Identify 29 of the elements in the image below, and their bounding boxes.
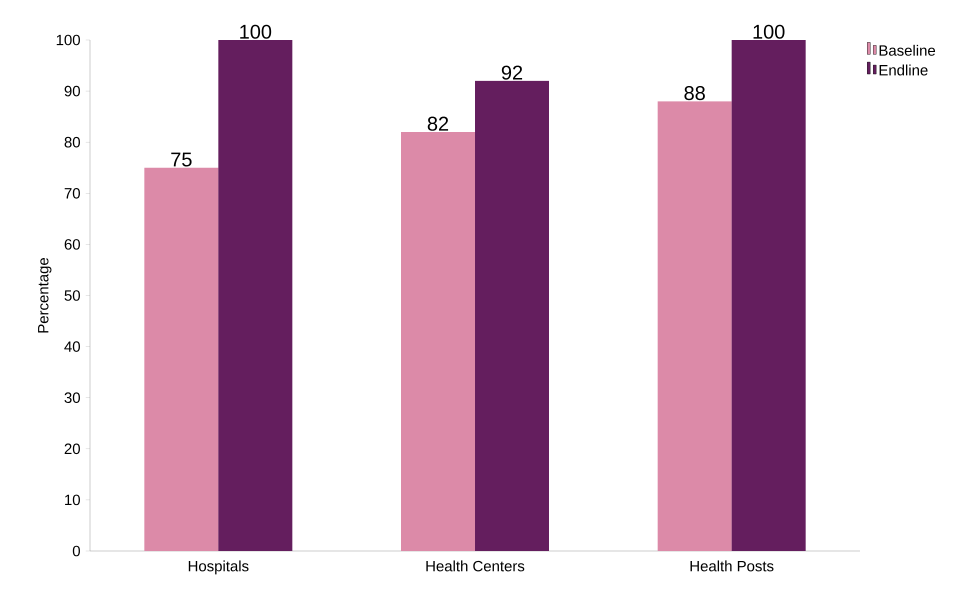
y-tick-label: 100: [56, 34, 80, 46]
y-axis-title: Percentage: [38, 258, 52, 332]
bar: [658, 101, 732, 551]
y-tick-label: 10: [65, 494, 80, 506]
bar: [401, 132, 476, 551]
bar: [732, 40, 806, 551]
y-tick-label: 20: [64, 444, 80, 454]
data-label: 75: [171, 152, 192, 167]
data-label: 100: [754, 24, 785, 39]
data-label: 100: [240, 24, 272, 39]
data-label: 82: [428, 116, 448, 131]
y-tick-label: 30: [64, 392, 80, 403]
legend-label: Baseline: [880, 44, 936, 56]
y-tick-label: 50: [64, 290, 80, 301]
bar: [144, 168, 218, 551]
x-tick-label: Health Centers: [426, 560, 524, 572]
bar: [475, 80, 550, 551]
legend-label: Endline: [880, 64, 928, 76]
y-tick-label: 0: [72, 546, 80, 556]
y-tick-label: 90: [64, 86, 80, 96]
y-tick-label: 60: [64, 239, 80, 250]
y-tick-label: 70: [64, 188, 80, 199]
data-label: 88: [684, 86, 705, 100]
y-tick-label: 40: [64, 341, 80, 352]
x-tick-label: Hospitals: [188, 560, 249, 574]
y-tick-label: 80: [64, 136, 80, 148]
bar: [218, 40, 292, 551]
x-tick-label: Health Posts: [690, 560, 774, 572]
data-label: 92: [502, 66, 522, 80]
